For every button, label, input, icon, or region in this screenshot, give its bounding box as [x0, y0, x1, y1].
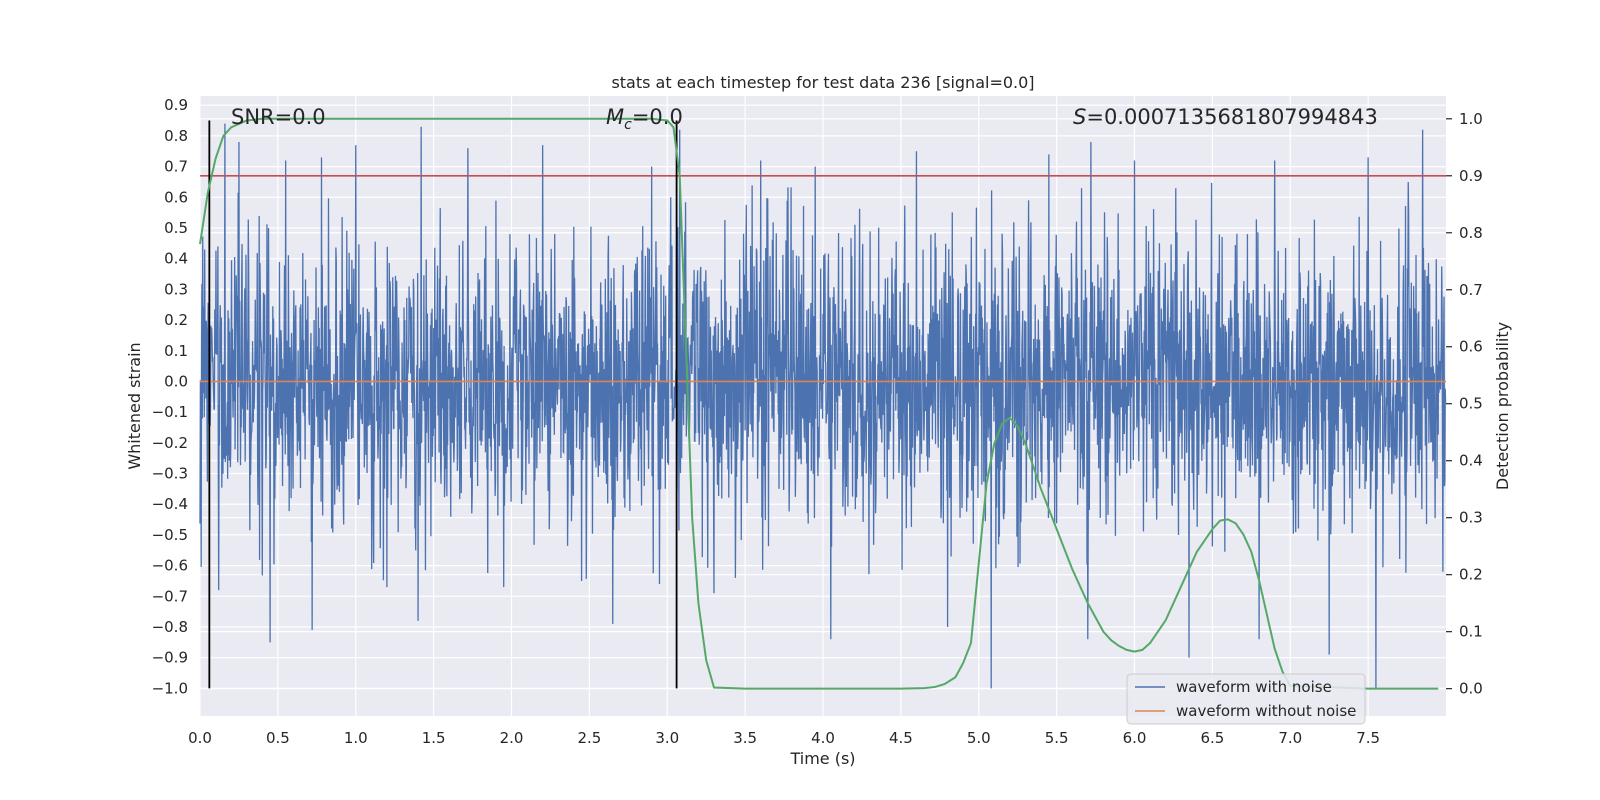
y-tick-label: −0.9	[152, 649, 188, 667]
x-tick-label: 4.5	[889, 729, 913, 747]
y-tick-label: −0.1	[152, 403, 188, 421]
annotations: SNR=0.0 Mc=0.0 S=0.0007135681807994843	[231, 105, 1378, 133]
y2-tick-label: 0.8	[1459, 224, 1483, 242]
y2-tick-label: 0.2	[1459, 566, 1483, 584]
y2-axis-ticks: 1.0 0.9 0.8 0.7 0.6 0.5 0.4 0.3 0.2 0.1 0.0	[1446, 110, 1483, 698]
x-tick-label: 2.0	[500, 729, 524, 747]
x-tick-label: 0.5	[266, 729, 290, 747]
y2-tick-label: 0.7	[1459, 281, 1483, 299]
x-tick-label: 6.5	[1200, 729, 1224, 747]
y-tick-label: 0.8	[164, 127, 188, 145]
y2-tick-label: 0.4	[1459, 452, 1483, 470]
x-tick-label: 0.0	[188, 729, 212, 747]
x-tick-label: 3.5	[733, 729, 757, 747]
y2-axis-label: Detection probability	[1493, 322, 1512, 490]
detection-probability-line	[199, 117, 1439, 690]
x-tick-label: 1.0	[344, 729, 368, 747]
x-tick-label: 7.5	[1356, 729, 1380, 747]
y2-tick-label: 0.9	[1459, 167, 1483, 185]
chirp-mass-subscript: c	[624, 117, 632, 133]
y-tick-label: −0.5	[152, 526, 188, 544]
y-tick-label: −1.0	[152, 679, 188, 697]
x-tick-label: 5.0	[967, 729, 991, 747]
x-axis-ticks: 0.0 0.5 1.0 1.5 2.0 2.5 3.0 3.5 4.0 4.5 5.0 5.5 6.0 6…	[188, 729, 1380, 747]
y-tick-label: −0.4	[152, 495, 188, 513]
s-annotation: S=0.0007135681807994843	[1073, 105, 1378, 129]
y-tick-label: −0.8	[152, 618, 188, 636]
y-axis-ticks: 0.9 0.8 0.7 0.6 0.5 0.4 0.3 0.2 0.1 0.0 −0.1 −0.2 −0…	[152, 96, 188, 697]
x-tick-label: 4.0	[811, 729, 835, 747]
legend-label-clean: waveform without noise	[1176, 702, 1356, 720]
y-tick-label: 0.5	[164, 219, 188, 237]
y-tick-label: −0.7	[152, 587, 188, 605]
y-tick-label: 0.7	[164, 158, 188, 176]
y-tick-label: −0.6	[152, 557, 188, 575]
y2-tick-label: 0.3	[1459, 509, 1483, 527]
y-tick-label: 0.4	[164, 250, 188, 268]
marker-lines	[208, 120, 678, 689]
legend-label-noisy: waveform with noise	[1176, 678, 1332, 696]
chirp-mass-symbol: M	[606, 105, 624, 129]
snr-annotation: SNR=0.0	[231, 105, 326, 129]
legend-box	[1126, 673, 1366, 725]
noisy-waveform-line	[199, 123, 1447, 689]
x-tick-label: 6.0	[1123, 729, 1147, 747]
x-tick-label: 3.0	[655, 729, 679, 747]
x-tick-label: 7.0	[1278, 729, 1302, 747]
chart-title: stats at each timestep for test data 236…	[611, 73, 1034, 92]
y-tick-label: 0.6	[164, 188, 188, 206]
x-tick-label: 5.5	[1045, 729, 1069, 747]
y2-tick-label: 0.1	[1459, 623, 1483, 641]
y-tick-label: 0.0	[164, 372, 188, 390]
y2-tick-label: 0.5	[1459, 395, 1483, 413]
y2-tick-label: 0.6	[1459, 338, 1483, 356]
y-axis-label: Whitened strain	[125, 342, 144, 469]
y2-tick-label: 1.0	[1459, 110, 1483, 128]
x-tick-label: 1.5	[422, 729, 446, 747]
noisy-waveform-series	[199, 123, 1447, 689]
y-tick-label: 0.9	[164, 96, 188, 114]
x-axis-label: Time (s)	[789, 749, 855, 768]
s-value: =0.0007135681807994843	[1086, 105, 1378, 129]
s-symbol: S	[1073, 105, 1086, 129]
x-tick-label: 2.5	[577, 729, 601, 747]
y-tick-label: 0.2	[164, 311, 188, 329]
y-tick-label: 0.3	[164, 280, 188, 298]
chirp-mass-annotation: Mc=0.0	[606, 105, 683, 133]
y-tick-label: −0.2	[152, 434, 188, 452]
y2-tick-label: 0.0	[1459, 680, 1483, 698]
y-tick-label: −0.3	[152, 465, 188, 483]
legend: waveform with noise waveform without noi…	[1126, 673, 1366, 725]
chirp-mass-value: =0.0	[632, 105, 683, 129]
y-tick-label: 0.1	[164, 342, 188, 360]
detection-probability-series	[199, 117, 1439, 690]
